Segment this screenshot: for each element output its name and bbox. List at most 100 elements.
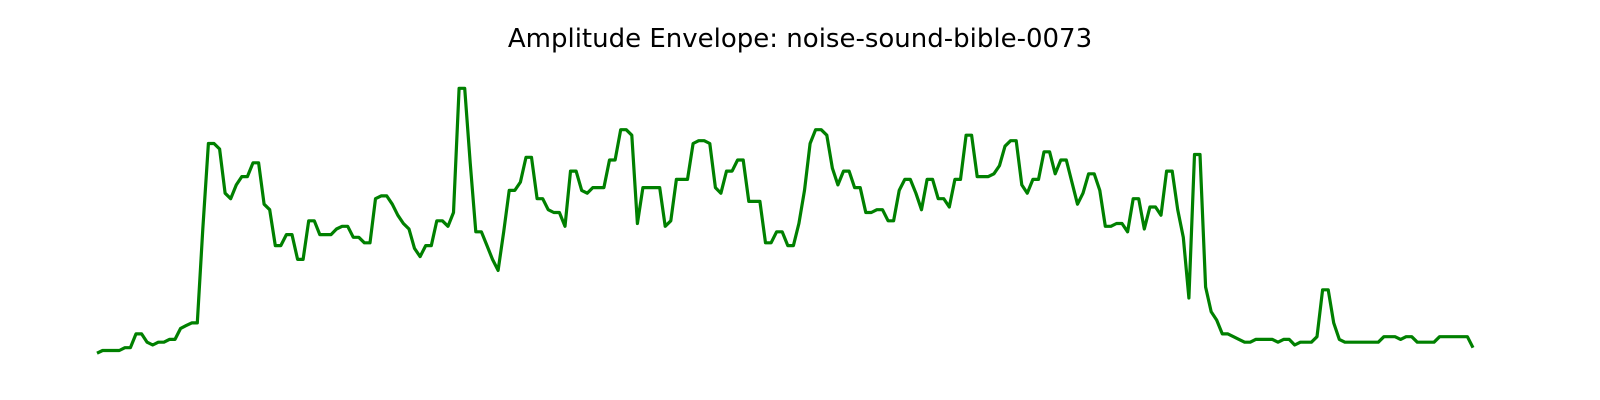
envelope-point: [1176, 208, 1179, 211]
envelope-point: [848, 170, 851, 173]
envelope-point: [875, 208, 878, 211]
envelope-point: [157, 341, 160, 344]
envelope-point: [363, 241, 366, 244]
envelope-point: [257, 161, 260, 164]
envelope-point: [981, 175, 984, 178]
envelope-point: [547, 208, 550, 211]
envelope-point: [1132, 197, 1135, 200]
envelope-point: [859, 186, 862, 189]
envelope-point: [1382, 335, 1385, 338]
envelope-point: [1098, 189, 1101, 192]
envelope-point: [942, 197, 945, 200]
envelope-point: [274, 244, 277, 247]
envelope-point: [385, 194, 388, 197]
envelope-point: [959, 178, 962, 181]
envelope-point: [1332, 321, 1335, 324]
envelope-point: [1316, 335, 1319, 338]
envelope-point: [502, 230, 505, 233]
envelope-point: [736, 159, 739, 162]
envelope-point: [1238, 338, 1241, 341]
envelope-point: [129, 346, 132, 349]
envelope-point: [279, 244, 282, 247]
envelope-point: [1271, 338, 1274, 341]
envelope-point: [1059, 159, 1062, 162]
envelope-point: [1015, 139, 1018, 142]
envelope-point: [1187, 297, 1190, 300]
envelope-point: [658, 186, 661, 189]
envelope-point: [714, 186, 717, 189]
envelope-point: [775, 230, 778, 233]
envelope-point: [1416, 341, 1419, 344]
envelope-point: [185, 324, 188, 327]
envelope-point: [1455, 335, 1458, 338]
series-layer: [96, 86, 1475, 355]
envelope-point: [240, 175, 243, 178]
envelope-point: [1410, 335, 1413, 338]
envelope-point: [708, 142, 711, 145]
envelope-point: [1399, 338, 1402, 341]
envelope-point: [357, 236, 360, 239]
envelope-point: [1265, 338, 1268, 341]
envelope-point: [591, 186, 594, 189]
envelope-point: [1070, 181, 1073, 184]
envelope-point: [558, 211, 561, 214]
envelope-point: [268, 208, 271, 211]
envelope-point: [318, 233, 321, 236]
envelope-point: [441, 219, 444, 222]
envelope-point: [491, 258, 494, 261]
envelope-point: [1171, 170, 1174, 173]
envelope-point: [480, 230, 483, 233]
envelope-point: [758, 200, 761, 203]
envelope-point: [402, 222, 405, 225]
envelope-point: [1199, 153, 1202, 156]
envelope-point: [820, 128, 823, 131]
envelope-point: [179, 327, 182, 330]
envelope-point: [330, 233, 333, 236]
envelope-point: [669, 219, 672, 222]
envelope-point: [569, 170, 572, 173]
envelope-point: [146, 341, 149, 344]
envelope-point: [458, 87, 461, 90]
envelope-series-line: [96, 86, 1475, 355]
envelope-point: [725, 170, 728, 173]
envelope-point: [463, 87, 466, 90]
envelope-point: [218, 148, 221, 151]
envelope-point: [313, 219, 316, 222]
envelope-point: [914, 192, 917, 195]
envelope-point: [1215, 319, 1218, 322]
envelope-point: [719, 192, 722, 195]
envelope-point: [909, 178, 912, 181]
envelope-point: [519, 181, 522, 184]
envelope-point: [881, 208, 884, 211]
envelope-point: [1310, 341, 1313, 344]
envelope-point: [836, 183, 839, 186]
envelope-point: [1104, 225, 1107, 228]
envelope-point: [1232, 335, 1235, 338]
envelope-point: [575, 170, 578, 173]
envelope-point: [937, 197, 940, 200]
envelope-point: [1377, 341, 1380, 344]
envelope-point: [513, 189, 516, 192]
envelope-point: [1221, 332, 1224, 335]
envelope-point: [96, 352, 99, 355]
envelope-point: [1444, 335, 1447, 338]
envelope-point: [252, 161, 255, 164]
envelope-point: [1327, 288, 1330, 291]
envelope-point: [552, 211, 555, 214]
envelope-point: [842, 170, 845, 173]
envelope-point: [664, 225, 667, 228]
envelope-point: [892, 219, 895, 222]
envelope-point: [1249, 341, 1252, 344]
envelope-point: [207, 142, 210, 145]
envelope-point: [1293, 344, 1296, 347]
envelope-point: [564, 225, 567, 228]
envelope-point: [1299, 341, 1302, 344]
envelope-point: [107, 349, 110, 352]
envelope-point: [1160, 214, 1163, 217]
envelope-point: [1193, 153, 1196, 156]
envelope-point: [1054, 172, 1057, 175]
envelope-point: [1037, 178, 1040, 181]
envelope-point: [1043, 150, 1046, 153]
envelope-point: [452, 211, 455, 214]
